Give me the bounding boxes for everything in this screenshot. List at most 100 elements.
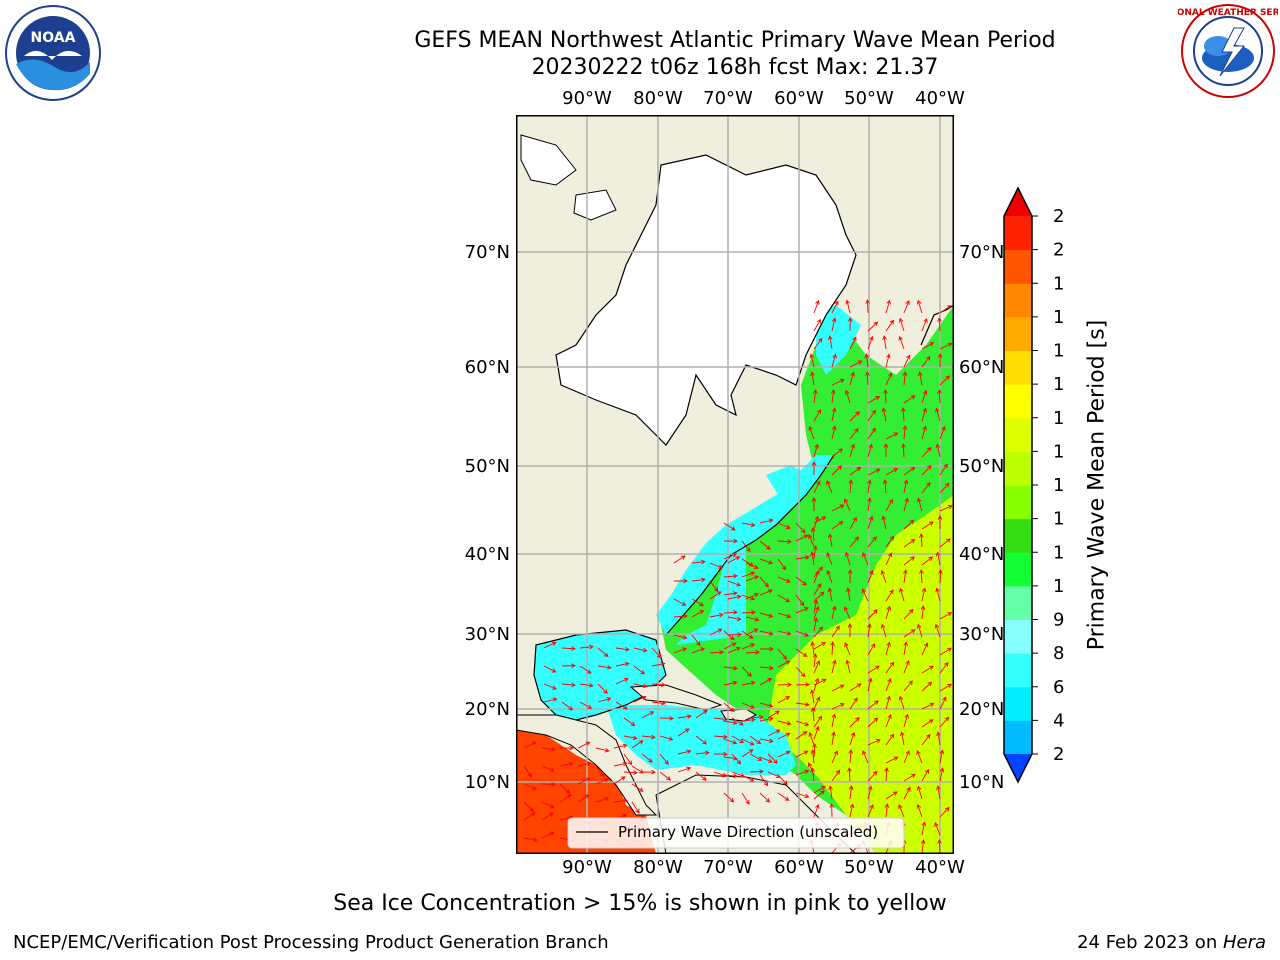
wave-direction-arrow-icon — [864, 353, 870, 368]
wave-direction-arrow-icon — [938, 569, 943, 584]
wave-direction-arrow-icon — [741, 522, 756, 528]
wave-direction-arrow-icon — [767, 729, 781, 737]
wave-direction-arrow-icon — [843, 606, 851, 620]
wave-direction-arrow-icon — [826, 480, 833, 494]
wave-direction-arrow-icon — [813, 545, 818, 560]
wave-direction-arrow-icon — [561, 646, 576, 651]
wave-direction-arrow-icon — [827, 533, 833, 548]
wave-direction-arrow-icon — [741, 749, 754, 758]
wave-direction-arrow-icon — [939, 375, 951, 386]
wave-direction-arrow-icon — [921, 719, 934, 728]
wave-direction-arrow-icon — [810, 707, 816, 722]
wave-direction-arrow-icon — [831, 605, 837, 620]
wave-direction-arrow-icon — [813, 516, 827, 524]
wave-direction-arrow-icon — [935, 551, 941, 566]
wave-direction-arrow-icon — [831, 448, 844, 458]
wave-direction-arrow-icon — [921, 768, 930, 782]
wave-direction-arrow-icon — [903, 773, 916, 782]
wave-direction-arrow-icon — [885, 372, 893, 386]
wave-direction-arrow-icon — [936, 731, 941, 746]
wave-direction-arrow-icon — [847, 623, 853, 638]
wave-direction-arrow-icon — [939, 749, 945, 764]
lon-label-bottom: 60°W — [774, 857, 824, 878]
wave-direction-arrow-icon — [831, 465, 842, 476]
wave-direction-arrow-icon — [849, 731, 856, 746]
wave-direction-arrow-icon — [731, 771, 746, 778]
lon-label-bottom: 80°W — [633, 857, 683, 878]
wave-direction-arrow-icon — [867, 738, 881, 746]
wave-direction-arrow-icon — [813, 337, 823, 350]
wave-direction-arrow-icon — [810, 527, 816, 542]
wave-direction-arrow-icon — [813, 660, 821, 674]
wave-direction-arrow-icon — [723, 738, 738, 745]
wave-direction-arrow-icon — [921, 702, 935, 710]
wave-direction-arrow-icon — [759, 540, 771, 550]
wave-direction-arrow-icon — [759, 792, 771, 803]
wave-direction-arrow-icon — [903, 479, 909, 494]
wave-direction-arrow-icon — [673, 647, 687, 654]
wave-direction-arrow-icon — [759, 518, 774, 524]
wave-direction-arrow-icon — [745, 649, 760, 655]
wave-direction-arrow-icon — [759, 756, 773, 763]
wave-direction-arrow-icon — [577, 761, 592, 767]
canada-arctic-region — [555, 154, 857, 446]
wave-direction-arrow-icon — [921, 665, 934, 674]
wave-direction-arrow-icon — [831, 425, 837, 440]
wave-direction-arrow-icon — [867, 409, 877, 422]
wave-direction-arrow-icon — [862, 750, 869, 764]
wave-direction-arrow-icon — [559, 794, 572, 803]
wave-direction-arrow-icon — [709, 612, 724, 618]
lat-label-right: 60°N — [959, 357, 1005, 378]
wave-direction-arrow-icon — [673, 613, 688, 619]
wave-direction-arrow-icon — [867, 623, 872, 638]
wave-direction-arrow-icon — [849, 427, 859, 440]
wave-direction-arrow-icon — [759, 630, 774, 636]
wave-direction-arrow-icon — [903, 641, 908, 656]
wave-direction-arrow-icon — [741, 792, 750, 805]
wave-direction-arrow-icon — [861, 588, 869, 602]
wave-direction-arrow-icon — [898, 804, 905, 818]
wave-direction-arrow-icon — [813, 299, 820, 314]
wave-direction-arrow-icon — [885, 605, 892, 620]
wave-direction-arrow-icon — [882, 479, 888, 494]
wave-direction-arrow-icon — [903, 713, 909, 728]
wave-direction-arrow-icon — [903, 608, 914, 620]
wave-direction-arrow-icon — [880, 623, 887, 638]
wave-direction-arrow-icon — [867, 700, 879, 710]
colorbar-segment — [1004, 585, 1032, 620]
wave-direction-arrow-icon — [777, 732, 791, 740]
wave-direction-arrow-icon — [813, 591, 825, 602]
wave-direction-arrow-icon — [741, 594, 756, 601]
wave-direction-arrow-icon — [523, 812, 536, 821]
wave-direction-arrow-icon — [939, 463, 948, 476]
footer-host: Hera — [1222, 932, 1266, 953]
wave-direction-arrow-icon — [903, 497, 909, 512]
wave-direction-arrow-icon — [691, 610, 705, 618]
wave-direction-arrow-icon — [848, 749, 854, 764]
wave-direction-arrow-icon — [939, 482, 950, 494]
wave-direction-arrow-icon — [709, 562, 723, 569]
wave-direction-arrow-icon — [867, 427, 876, 440]
wave-direction-arrow-icon — [903, 300, 910, 314]
wave-direction-arrow-icon — [813, 678, 827, 686]
wave-direction-arrow-icon — [813, 566, 824, 578]
wave-direction-arrow-icon — [883, 389, 888, 404]
wave-direction-arrow-icon — [937, 353, 943, 368]
wave-direction-arrow-icon — [939, 504, 953, 512]
lon-label-top: 40°W — [915, 88, 965, 109]
wave-direction-arrow-icon — [713, 716, 728, 722]
wave-direction-arrow-icon — [939, 342, 953, 350]
wave-direction-arrow-icon — [849, 717, 860, 728]
colorbar-segment — [1004, 653, 1032, 688]
wave-direction-arrow-icon — [727, 646, 741, 654]
map-title: GEFS MEAN Northwest Atlantic Primary Wav… — [414, 28, 1056, 53]
arctic-island — [520, 134, 577, 186]
wave-direction-arrow-icon — [577, 777, 591, 785]
wave-direction-arrow-icon — [613, 743, 628, 749]
lat-label-left: 50°N — [464, 456, 510, 477]
colorbar-segment — [1004, 249, 1032, 284]
wave-direction-arrow-icon — [920, 605, 926, 620]
wave-direction-arrow-icon — [759, 589, 773, 596]
nws-logo-text: NATIONAL WEATHER SERVICE — [1178, 8, 1278, 18]
wave-direction-arrow-icon — [867, 665, 880, 674]
